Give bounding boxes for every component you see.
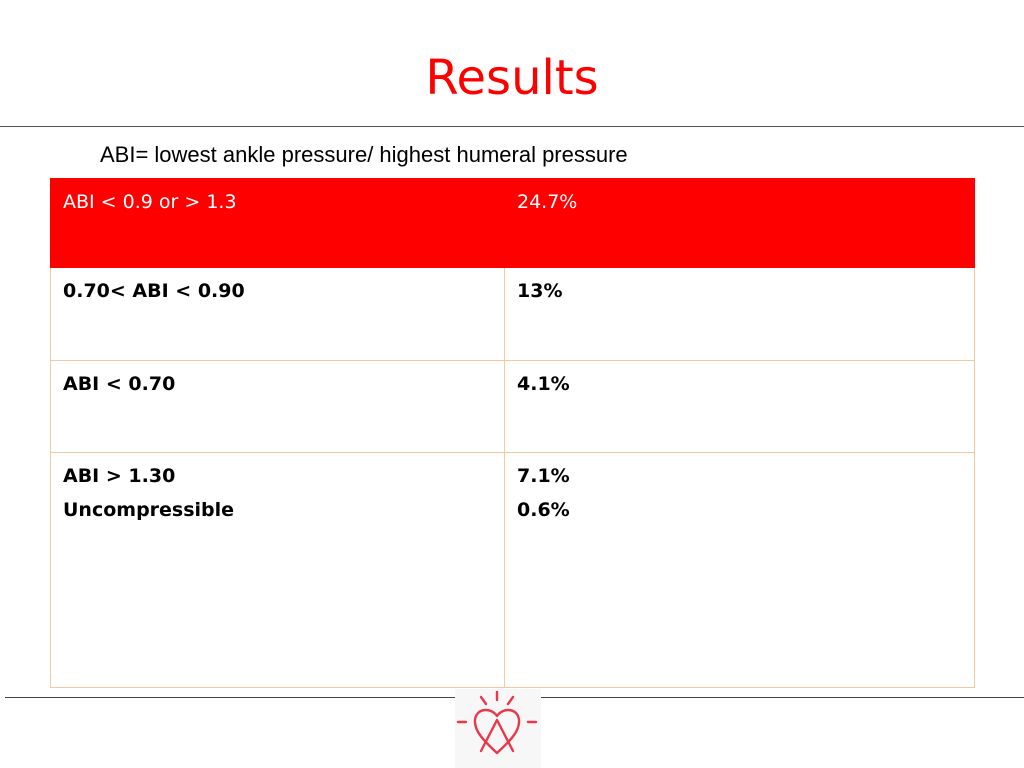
abi-formula-text: ABI= lowest ankle pressure/ highest hume… — [100, 142, 628, 167]
row-value: 4.1% — [504, 360, 975, 453]
table-row: ABI < 0.70 4.1% — [50, 360, 975, 453]
heart-sun-logo-icon — [455, 689, 541, 768]
table-row: ABI > 1.30 Uncompressible 7.1% 0.6% — [50, 452, 975, 688]
table-header-value: 24.7% — [504, 178, 975, 268]
row-label: Uncompressible — [63, 499, 235, 521]
row-label: ABI > 1.30 — [63, 465, 176, 487]
table-header-row: ABI < 0.9 or > 1.3 24.7% — [50, 178, 975, 268]
footer-divider-right — [540, 697, 1024, 698]
row-value-cell: 7.1% 0.6% — [504, 452, 975, 688]
row-label: 0.70< ABI < 0.90 — [50, 267, 505, 361]
table-row: 0.70< ABI < 0.90 13% — [50, 267, 975, 361]
row-value: 7.1% — [517, 465, 570, 487]
row-label-cell: ABI > 1.30 Uncompressible — [50, 452, 505, 688]
results-table: ABI < 0.9 or > 1.3 24.7% 0.70< ABI < 0.9… — [50, 178, 975, 688]
row-label: ABI < 0.70 — [50, 360, 505, 453]
row-value: 13% — [504, 267, 975, 361]
slide-title: Results — [425, 50, 599, 106]
title-divider — [0, 126, 1024, 127]
row-value: 0.6% — [517, 499, 570, 521]
footer-divider-left — [5, 697, 455, 698]
table-header-label: ABI < 0.9 or > 1.3 — [50, 178, 505, 268]
